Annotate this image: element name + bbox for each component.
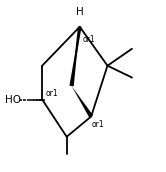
Text: or1: or1 [91,120,104,129]
Polygon shape [72,26,82,86]
Text: or1: or1 [83,35,96,44]
Text: H: H [76,7,84,17]
Polygon shape [69,27,80,86]
Polygon shape [71,27,80,86]
Text: or1: or1 [45,89,58,98]
Text: HO: HO [5,95,21,105]
Polygon shape [72,86,93,118]
